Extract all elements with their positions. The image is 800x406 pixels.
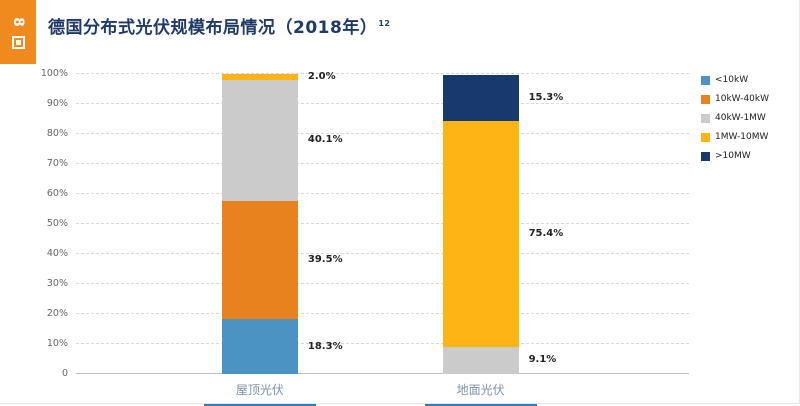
title-row: 德国分布式光伏规模布局情况（2018年）12	[48, 18, 779, 38]
page-corner-tab: 8	[0, 0, 36, 64]
chart-legend: <10kW 10kW-40kW 40kW-1MW 1MW-10MW >10MW	[701, 74, 787, 374]
stacked-bar: 9.1% 75.4% 15.3%	[442, 74, 563, 374]
data-label: 9.1%	[528, 354, 557, 366]
legend-swatch	[701, 75, 710, 85]
bar-segment	[221, 80, 298, 201]
legend-label: >10MW	[715, 151, 751, 161]
y-axis-tick: 40%	[46, 248, 68, 259]
legend-swatch	[701, 113, 710, 123]
gridline	[76, 73, 689, 74]
legend-swatch	[701, 132, 710, 142]
legend-item: 10kW-40kW	[701, 94, 787, 104]
legend-swatch	[701, 94, 710, 104]
y-axis-tick: 70%	[46, 158, 68, 169]
legend-item: <10kW	[701, 75, 787, 85]
gridline	[76, 223, 689, 224]
legend-label: 1MW-10MW	[715, 132, 769, 142]
gridline	[76, 313, 689, 314]
y-axis-tick: 30%	[46, 278, 68, 289]
data-label: 2.0%	[307, 71, 336, 83]
x-axis-category: 地面光伏	[425, 381, 537, 406]
data-label: 39.5%	[307, 253, 343, 265]
y-axis-tick: 60%	[46, 188, 68, 199]
legend-item: 1MW-10MW	[701, 132, 787, 142]
y-axis-tick: 100%	[40, 68, 68, 79]
page-number: 8	[10, 17, 26, 27]
y-axis-tick: 0	[61, 368, 68, 379]
bar-segment	[221, 74, 298, 81]
legend-item: >10MW	[701, 151, 787, 161]
gridline	[76, 373, 689, 374]
legend-item: 40kW-1MW	[701, 113, 787, 123]
legend-label: 40kW-1MW	[715, 113, 766, 123]
gridline	[76, 193, 689, 194]
chart-title-text: 德国分布式光伏规模布局情况（2018年）	[48, 18, 378, 38]
legend-label: 10kW-40kW	[715, 94, 770, 104]
legend-swatch	[701, 151, 710, 161]
report-logo-icon	[11, 36, 25, 49]
bar-segment	[442, 120, 519, 347]
data-label: 75.4%	[528, 227, 564, 239]
chart-title: 德国分布式光伏规模布局情况（2018年）12	[48, 18, 779, 38]
gridline	[76, 103, 689, 104]
data-label: 18.3%	[307, 340, 343, 352]
plot-area: 0 10% 20% 30% 40% 50% 60% 70% 80% 90% 100% 18.3% 39.…	[41, 68, 689, 397]
stacked-bar-chart: 0 10% 20% 30% 40% 50% 60% 70% 80% 90% 100% 18.3% 39.…	[41, 68, 787, 397]
gridline	[76, 163, 689, 164]
gridline	[76, 133, 689, 134]
y-axis-tick: 20%	[46, 308, 68, 319]
legend-label: <10kW	[715, 75, 749, 85]
data-label: 15.3%	[528, 91, 564, 103]
bar-segment	[442, 74, 519, 121]
data-label: 40.1%	[307, 134, 343, 146]
stacked-bar: 18.3% 39.5% 40.1% 2.0%	[221, 71, 343, 374]
gridline	[76, 253, 689, 254]
bar-segment	[442, 346, 519, 374]
y-axis-tick: 50%	[46, 218, 68, 229]
y-axis-tick: 10%	[46, 338, 68, 349]
x-axis-category: 屋顶光伏	[204, 381, 316, 406]
footnote-reference: 12	[378, 19, 391, 29]
gridline	[76, 283, 689, 284]
y-axis-tick: 80%	[46, 128, 68, 139]
bar-segment	[221, 319, 298, 374]
bar-segment	[221, 200, 298, 320]
y-axis-tick: 90%	[46, 98, 68, 109]
gridline	[76, 343, 689, 344]
